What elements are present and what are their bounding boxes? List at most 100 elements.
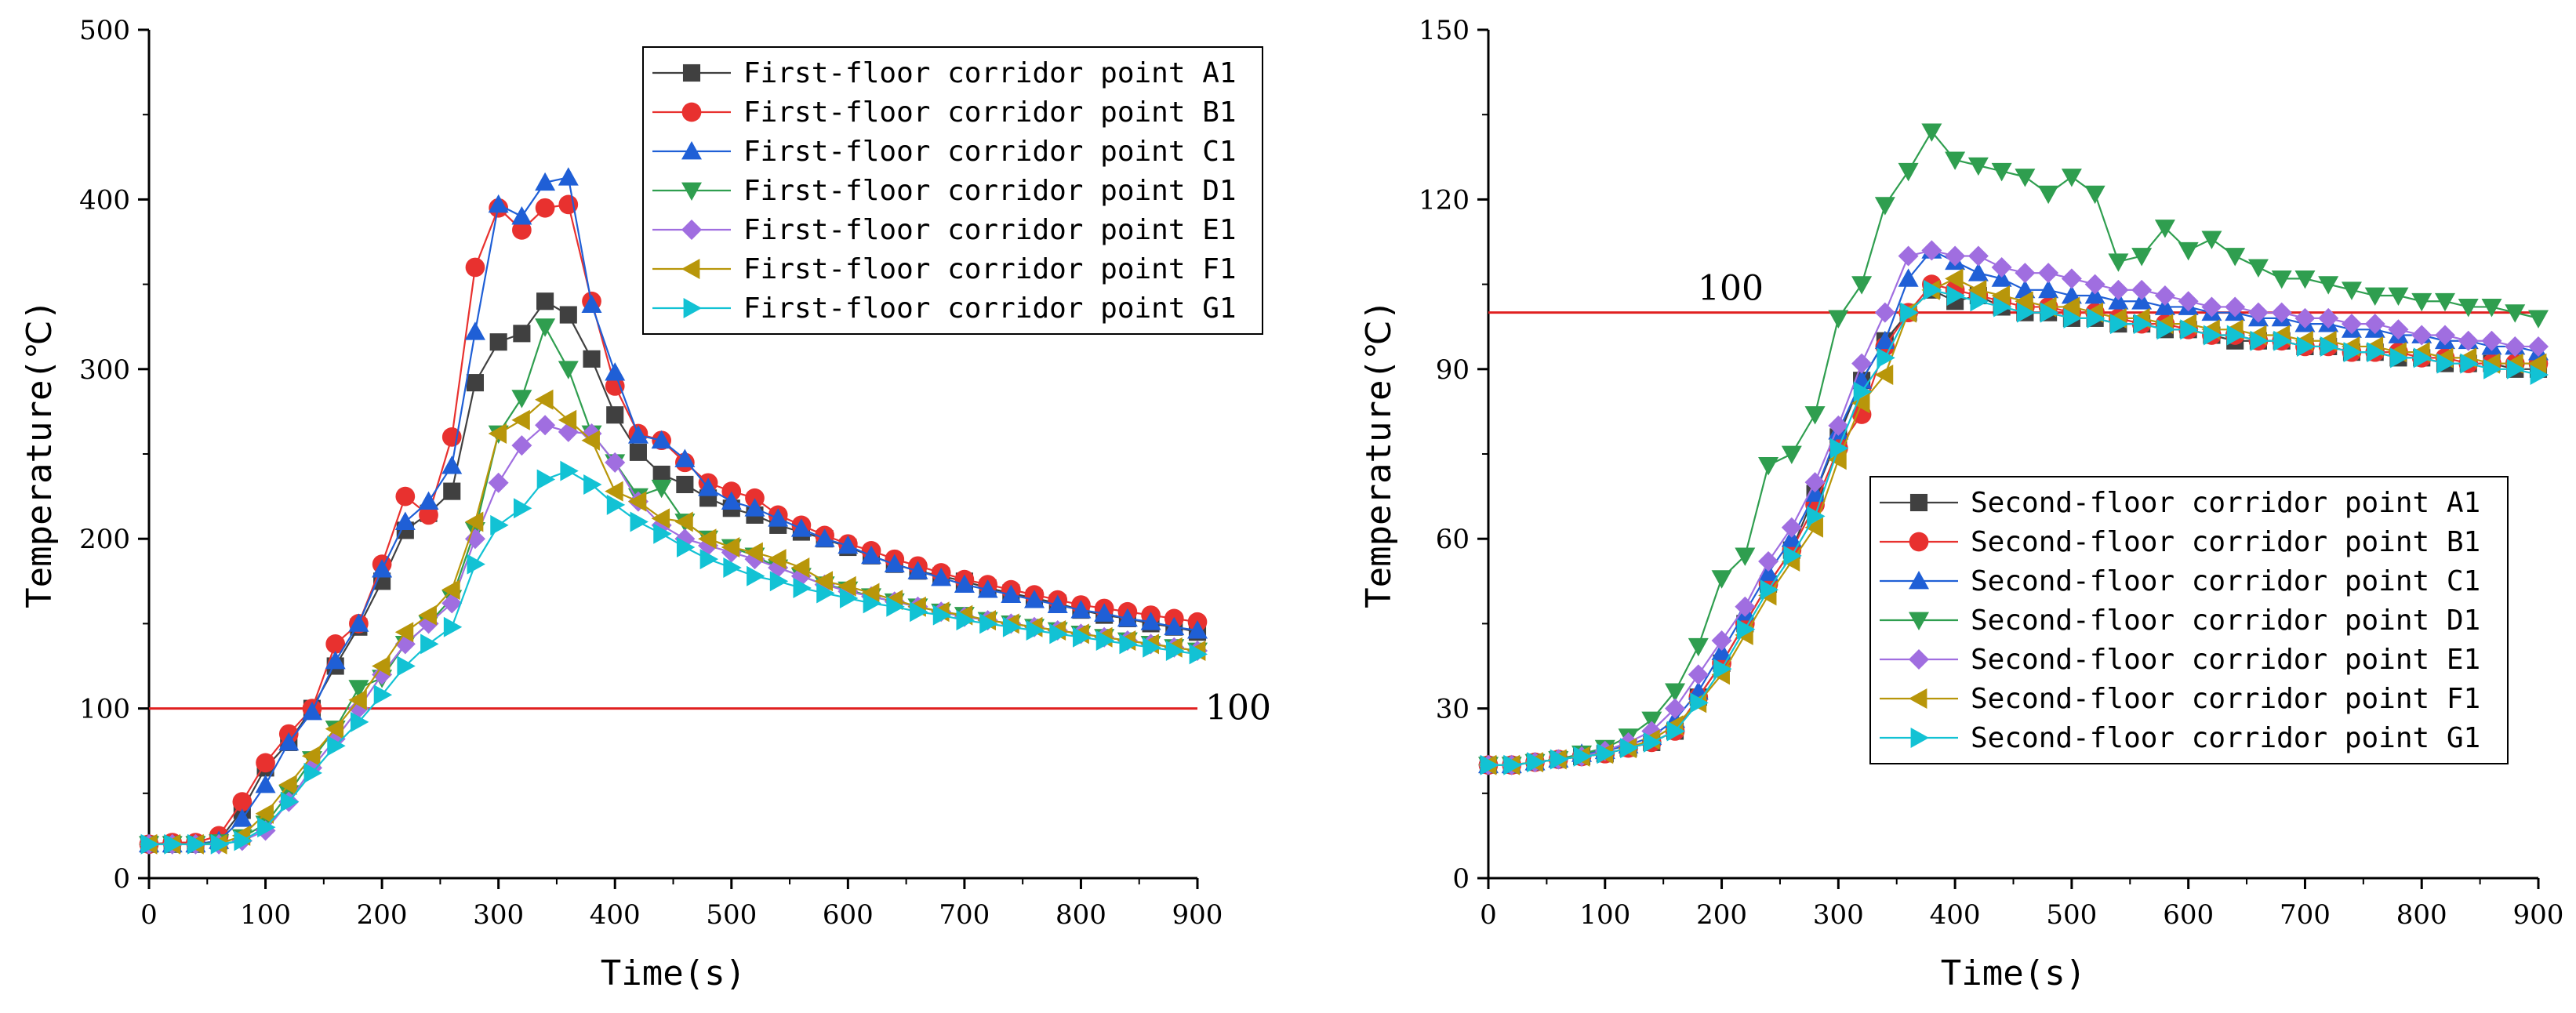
data-point: [1143, 637, 1161, 658]
legend-label: Second-floor corridor point F1: [1971, 683, 2480, 715]
data-point: [2458, 299, 2479, 318]
data-point: [1758, 562, 1779, 581]
data-point: [2367, 342, 2385, 363]
legend-box: [1869, 476, 2509, 764]
data-point: [1665, 683, 1686, 702]
data-point: [2460, 353, 2479, 374]
x-tick-label: 800: [1055, 899, 1106, 931]
data-point: [536, 292, 554, 310]
data-point: [2343, 342, 2362, 363]
data-point: [419, 505, 438, 525]
data-point: [441, 579, 460, 601]
data-point: [886, 596, 905, 617]
data-point: [443, 482, 461, 500]
data-point: [2108, 291, 2129, 310]
data-point: [280, 791, 300, 812]
legend-label: First-floor corridor point E1: [743, 214, 1237, 246]
data-point: [2250, 330, 2269, 351]
data-point: [932, 605, 952, 626]
legend-marker: [1909, 688, 1927, 709]
y-tick-label: 300: [79, 354, 130, 386]
x-axis-title: Time(s): [601, 953, 746, 993]
data-point: [2505, 304, 2526, 323]
y-tick-label: 0: [113, 863, 130, 895]
data-point: [1641, 711, 1662, 731]
x-tick-label: 500: [706, 899, 757, 931]
data-point: [536, 469, 556, 490]
data-point: [210, 833, 230, 855]
data-point: [837, 575, 856, 597]
legend-marker: [1910, 728, 1929, 748]
data-point: [627, 491, 647, 512]
data-point: [511, 206, 532, 225]
data-point: [2434, 292, 2455, 312]
series-line: [1488, 249, 2539, 766]
series-a: [140, 292, 1207, 853]
legend-marker: [1909, 571, 1929, 590]
data-point: [1970, 291, 1989, 312]
data-point: [2201, 231, 2222, 249]
data-point: [2297, 336, 2316, 357]
data-point: [629, 443, 647, 461]
data-point: [2247, 302, 2269, 323]
data-point: [467, 554, 485, 575]
data-point: [651, 508, 670, 529]
y-tick-label: 30: [1436, 694, 1470, 725]
data-point: [605, 362, 626, 381]
data-point: [1828, 449, 1847, 470]
legend-label: First-floor corridor point C1: [743, 136, 1237, 168]
data-point: [255, 774, 276, 793]
data-point: [651, 479, 672, 499]
data-point: [1164, 616, 1185, 636]
data-point: [721, 537, 740, 558]
data-point: [1735, 547, 1756, 566]
data-point: [1946, 285, 1966, 307]
data-point: [1573, 746, 1593, 767]
data-point: [674, 448, 696, 467]
reference-line-label: 100: [1205, 688, 1271, 728]
data-point: [1991, 256, 2012, 278]
data-point: [1921, 240, 1942, 261]
data-point: [698, 477, 719, 496]
data-point: [2436, 353, 2455, 374]
series-line: [149, 470, 1198, 845]
data-point: [2481, 299, 2502, 318]
legend-marker: [1909, 493, 1928, 512]
series-line: [1488, 289, 2539, 766]
data-point: [1851, 393, 1870, 414]
x-tick-label: 100: [1579, 899, 1630, 931]
data-point: [2015, 169, 2036, 187]
data-point: [2154, 296, 2175, 315]
data-point: [2364, 287, 2385, 307]
x-tick-label: 900: [1172, 899, 1223, 931]
y-tick-label: 500: [79, 15, 130, 46]
data-point: [512, 220, 532, 240]
data-point: [2061, 169, 2082, 187]
data-point: [441, 456, 463, 474]
data-point: [1828, 415, 1849, 436]
data-point: [164, 833, 183, 855]
data-point: [627, 425, 649, 444]
data-point: [2178, 291, 2199, 312]
legend-label: Second-floor corridor point B1: [1971, 526, 2480, 558]
data-point: [2040, 302, 2059, 323]
data-point: [418, 605, 437, 626]
y-tick-label: 90: [1436, 354, 1470, 386]
data-point: [1804, 406, 1826, 425]
y-tick-label: 120: [1419, 184, 1470, 216]
data-point: [1119, 634, 1138, 655]
legend-label: Second-floor corridor point A1: [1971, 487, 2480, 519]
data-point: [1967, 279, 1987, 300]
data-point: [861, 545, 882, 565]
data-point: [2038, 185, 2059, 205]
data-point: [511, 435, 532, 456]
data-point: [1690, 692, 1709, 713]
data-point: [1711, 630, 1732, 652]
data-point: [651, 430, 672, 449]
data-point: [488, 472, 509, 493]
series-d: [139, 318, 1208, 855]
x-tick-label: 600: [823, 899, 874, 931]
data-point: [2225, 248, 2246, 267]
data-point: [1760, 579, 1779, 601]
data-point: [464, 321, 485, 340]
